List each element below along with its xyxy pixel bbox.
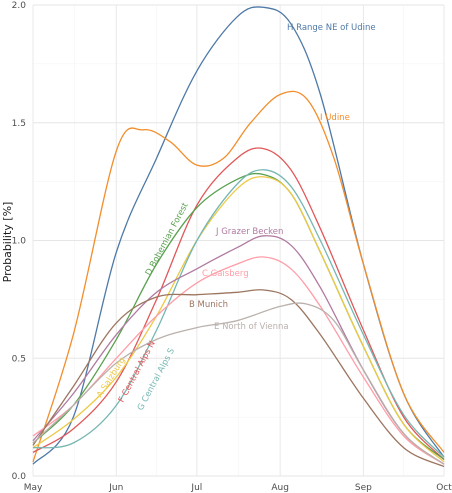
y-tick-label: 0.5 (12, 354, 26, 364)
x-tick-label: Aug (271, 483, 289, 493)
series-label-8: B Munich (189, 300, 228, 310)
series-label-1: I Udine (320, 113, 350, 123)
series-line-4 (32, 176, 445, 463)
series-label-9: E North of Vienna (214, 322, 289, 332)
y-axis-title: Probability [%] (1, 202, 14, 283)
y-tick-label: 1.0 (12, 237, 27, 247)
x-tick-label: Jul (190, 483, 202, 493)
axis-ticks: May Jun Jul Aug Sep Oct 0.0 0.5 1.0 1.5 2.0 (12, 1, 452, 493)
y-tick-label: 1.5 (12, 119, 26, 129)
series-line-5 (32, 169, 445, 458)
x-tick-label: Jun (108, 483, 123, 493)
x-tick-label: Oct (436, 483, 452, 493)
series-line-7 (32, 256, 445, 465)
series-line-2 (32, 147, 445, 460)
series-line-9 (32, 302, 445, 465)
y-tick-label: 2.0 (12, 1, 27, 11)
x-tick-label: Sep (355, 483, 372, 493)
series-label-6: J Grazer Becken (215, 227, 283, 237)
y-tick-label: 0.0 (12, 472, 27, 482)
series-line-1 (32, 90, 445, 463)
series-label-3: D Bohemian Forest (144, 201, 191, 278)
x-tick-label: May (24, 483, 43, 493)
series-line-8 (32, 289, 445, 468)
series-label-0: H Range NE of Udine (287, 23, 376, 33)
series-label-7: C Gaisberg (202, 269, 249, 279)
series-lines (32, 6, 445, 468)
